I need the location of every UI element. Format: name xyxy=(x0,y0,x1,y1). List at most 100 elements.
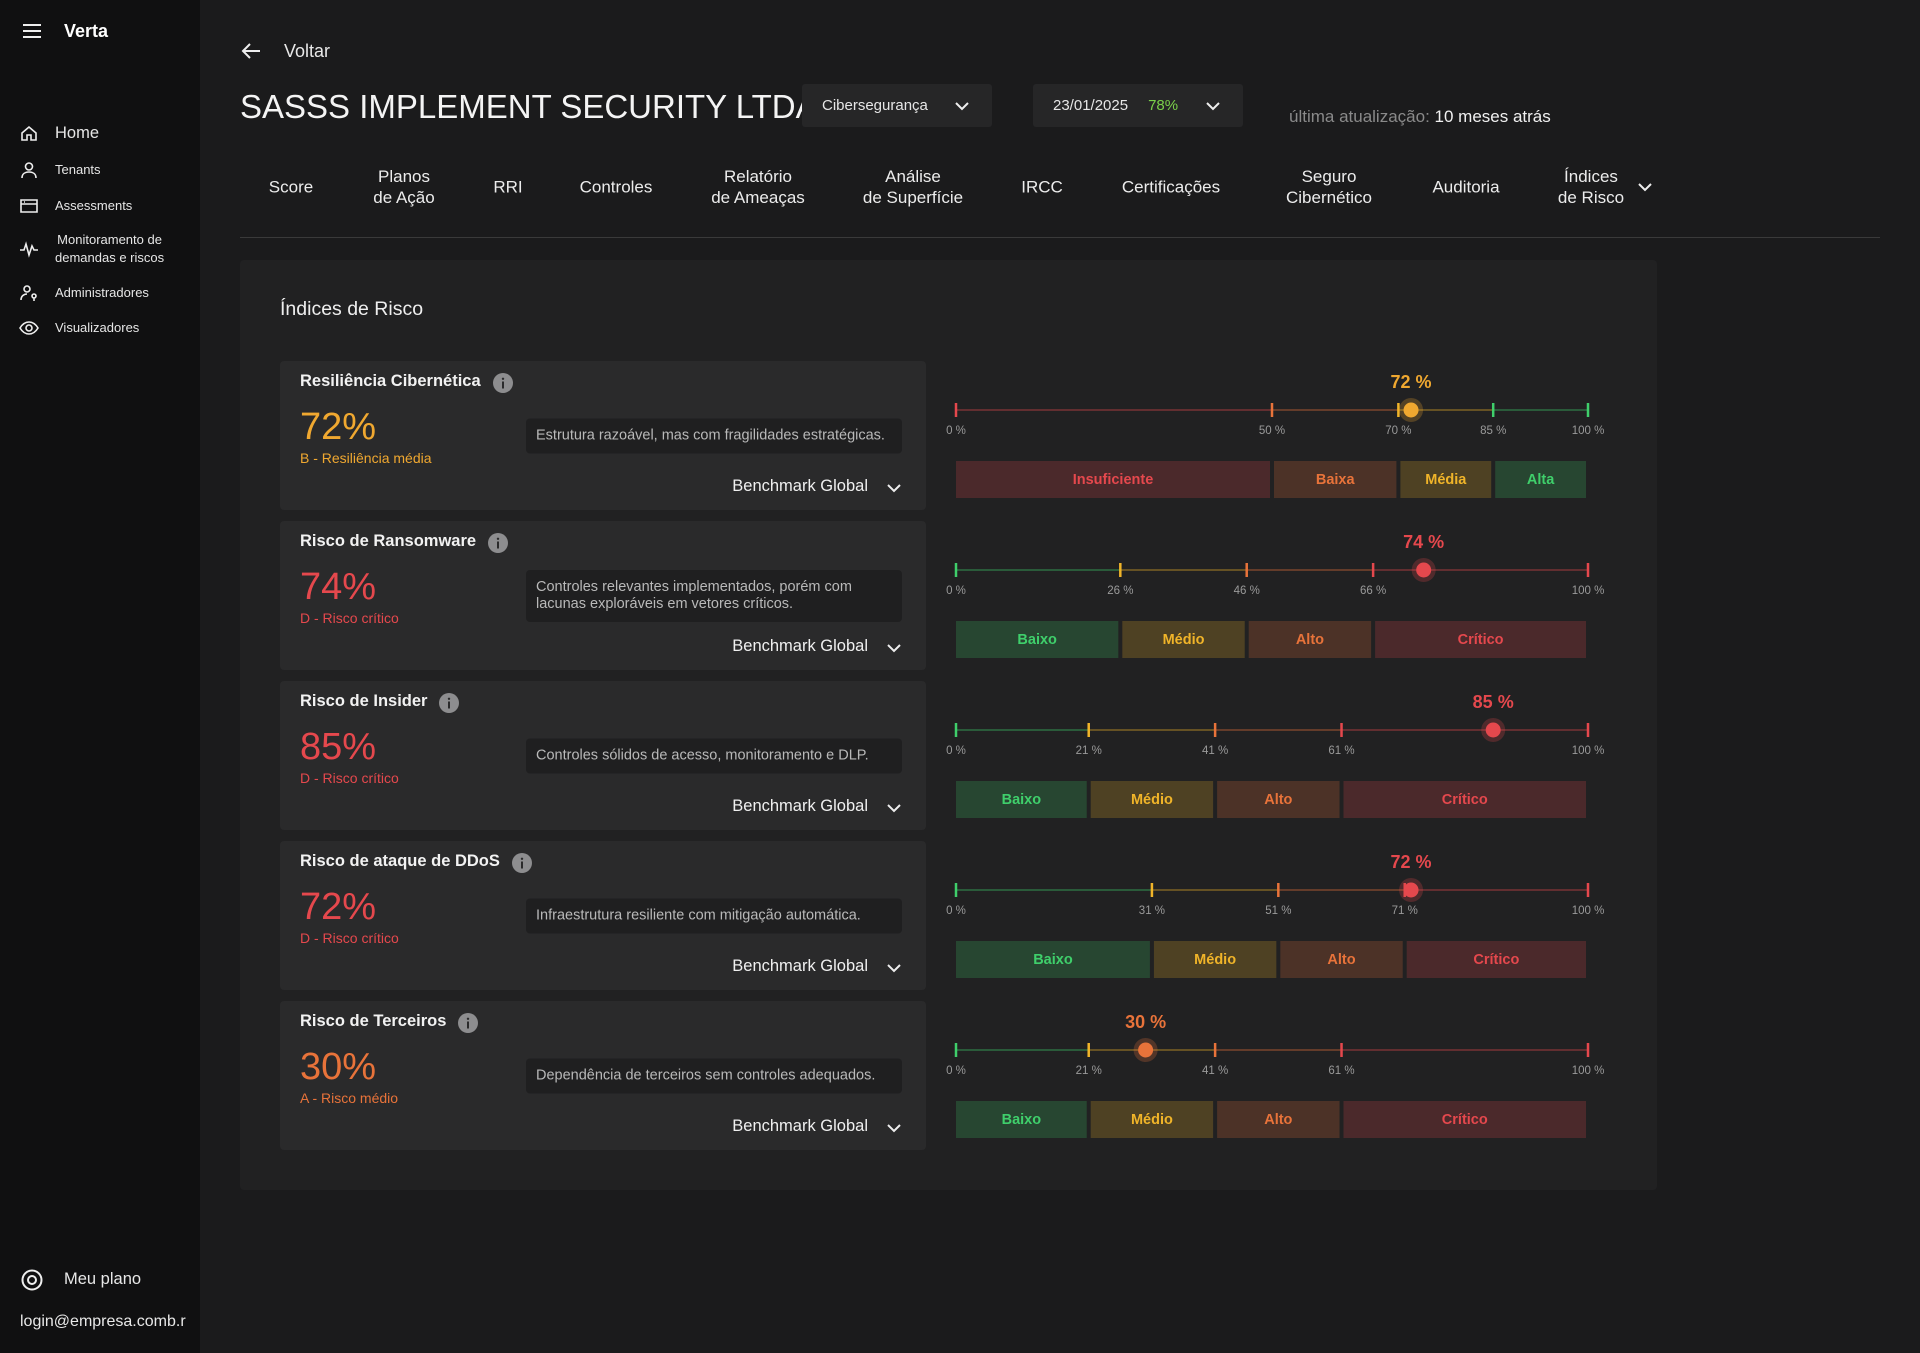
card-score: 72% xyxy=(300,886,377,928)
gauge-tick-label: 0 % xyxy=(946,745,966,757)
chevron xyxy=(1206,101,1220,110)
benchmark-select[interactable]: Benchmark Global xyxy=(732,637,868,655)
back-icon[interactable] xyxy=(240,41,262,61)
band-label: Média xyxy=(1425,472,1467,488)
gauge-tick-label: 41 % xyxy=(1202,1065,1228,1077)
gauge-value-label: 30 % xyxy=(1125,1012,1166,1032)
tab[interactable]: Planos de Ação xyxy=(373,167,435,207)
menu-icon[interactable] xyxy=(21,21,43,41)
info-icon[interactable] xyxy=(439,693,459,713)
card-description: Dependência de terceiros sem controles a… xyxy=(526,1058,902,1094)
gauge-tick-label: 85 % xyxy=(1480,425,1506,437)
band xyxy=(1274,461,1397,498)
gauge-tick-label: 31 % xyxy=(1139,905,1165,917)
nav-icon xyxy=(20,241,38,258)
tab[interactable]: Controles xyxy=(579,177,653,197)
card-name: Risco de Terceiros xyxy=(300,1012,447,1030)
tab[interactable]: IRCC xyxy=(1021,177,1063,197)
tab[interactable]: RRI xyxy=(493,177,523,197)
band-label: Baixa xyxy=(1316,472,1356,488)
band-label: Alta xyxy=(1527,472,1555,488)
domain-select[interactable]: Cibersegurança xyxy=(802,84,992,127)
card-description: Controles relevantes implementados, poré… xyxy=(526,570,902,622)
card-score: 72% xyxy=(300,406,377,448)
gauge-tick-label: 61 % xyxy=(1328,1065,1354,1077)
icon-path xyxy=(19,321,39,335)
benchmark-select[interactable]: Benchmark Global xyxy=(732,477,868,495)
band-label: Médio xyxy=(1131,792,1173,808)
gauge-value-label: 72 % xyxy=(1391,372,1432,392)
gauge-tick-label: 100 % xyxy=(1572,585,1605,597)
gauge-tick-label: 100 % xyxy=(1572,425,1605,437)
gauge-tick-label: 26 % xyxy=(1107,585,1133,597)
back-link[interactable]: Voltar xyxy=(284,41,331,61)
band xyxy=(1248,621,1372,658)
risk-card: Resiliência Cibernética 72% B - Resiliênci… xyxy=(280,361,926,510)
nav-icon xyxy=(21,162,37,179)
band xyxy=(956,621,1119,658)
tab[interactable]: Certificações xyxy=(1121,177,1221,197)
info-icon[interactable] xyxy=(512,853,532,873)
card-grade: A - Risco médio xyxy=(300,1090,399,1106)
tab-chevron[interactable] xyxy=(1637,182,1653,192)
gauge-tick-label: 51 % xyxy=(1265,905,1291,917)
card-description: Infraestrutura resiliente com mitigação … xyxy=(526,898,902,934)
benchmark-select[interactable]: Benchmark Global xyxy=(732,797,868,815)
risk-card: Risco de Ransomware 74% D - Risco crítico C… xyxy=(280,521,926,670)
gauge-tick-label: 0 % xyxy=(946,1065,966,1077)
nav-item[interactable]: Home xyxy=(55,124,100,142)
card-score: 74% xyxy=(300,566,377,608)
gauge-tick-label: 66 % xyxy=(1360,585,1386,597)
benchmark-select[interactable]: Benchmark Global xyxy=(732,957,868,975)
gauge-tick-label: 50 % xyxy=(1259,425,1285,437)
icon-path xyxy=(20,285,37,301)
tab[interactable]: Score xyxy=(268,177,314,197)
tab[interactable]: Seguro Cibernético xyxy=(1286,167,1372,207)
nav-item[interactable]: Administradores xyxy=(55,285,149,300)
band xyxy=(1406,941,1586,978)
band xyxy=(1153,941,1277,978)
gauge-tick-label: 100 % xyxy=(1572,1065,1605,1077)
band-label: Médio xyxy=(1163,632,1205,648)
card-description: Controles sólidos de acesso, monitoramen… xyxy=(526,738,902,774)
chevron-path xyxy=(887,484,901,493)
info-icon[interactable] xyxy=(488,533,508,553)
benchmark-select[interactable]: Benchmark Global xyxy=(732,1117,868,1135)
gauge-value-label: 74 % xyxy=(1403,532,1444,552)
nav-item[interactable]: Visualizadores xyxy=(55,320,140,335)
company-title: SASSS IMPLEMENT SECURITY LTDA xyxy=(240,88,818,125)
card-name: Risco de Insider xyxy=(300,692,428,710)
gauge-tick-label: 100 % xyxy=(1572,745,1605,757)
update-label: última atualização: xyxy=(1289,107,1430,126)
band-label: Baixo xyxy=(1002,1112,1042,1128)
chevron xyxy=(887,964,901,973)
tab[interactable]: Índices de Risco xyxy=(1557,167,1625,207)
band-label: Crítico xyxy=(1442,1112,1488,1128)
user-email: login@empresa.comb.r xyxy=(20,1313,186,1330)
nav-item[interactable]: Tenants xyxy=(55,162,101,177)
info-icon[interactable] xyxy=(458,1013,478,1033)
date-select[interactable]: 23/01/2025 78% xyxy=(1033,84,1243,127)
info-icon[interactable] xyxy=(493,373,513,393)
nav-icon xyxy=(20,285,37,301)
tab[interactable]: Auditoria xyxy=(1432,177,1500,197)
plan-link[interactable]: Meu plano xyxy=(64,1270,142,1288)
gauge-tick-label: 100 % xyxy=(1572,905,1605,917)
update-value: 10 meses atrás xyxy=(1434,107,1551,126)
nav-icon xyxy=(19,321,39,335)
nav-item[interactable]: Assessments xyxy=(55,198,133,213)
brand: Verta xyxy=(64,21,109,41)
band xyxy=(956,461,1270,498)
gauge-value-label: 72 % xyxy=(1391,852,1432,872)
gauge-tick-label: 21 % xyxy=(1076,745,1102,757)
band-label: Alto xyxy=(1264,1112,1292,1128)
info-dot xyxy=(496,537,500,540)
risk-card: Risco de Terceiros 30% A - Risco médio Depe… xyxy=(280,1001,926,1150)
gauge-tick-label: 0 % xyxy=(946,425,966,437)
chevron xyxy=(887,804,901,813)
nav-item[interactable]: Monitoramento de demandas e riscos xyxy=(55,232,165,265)
band xyxy=(1217,1101,1340,1138)
tab[interactable]: Análise de Superfície xyxy=(862,167,964,207)
band xyxy=(1343,1101,1586,1138)
tab[interactable]: Relatório de Ameaças xyxy=(711,167,805,207)
